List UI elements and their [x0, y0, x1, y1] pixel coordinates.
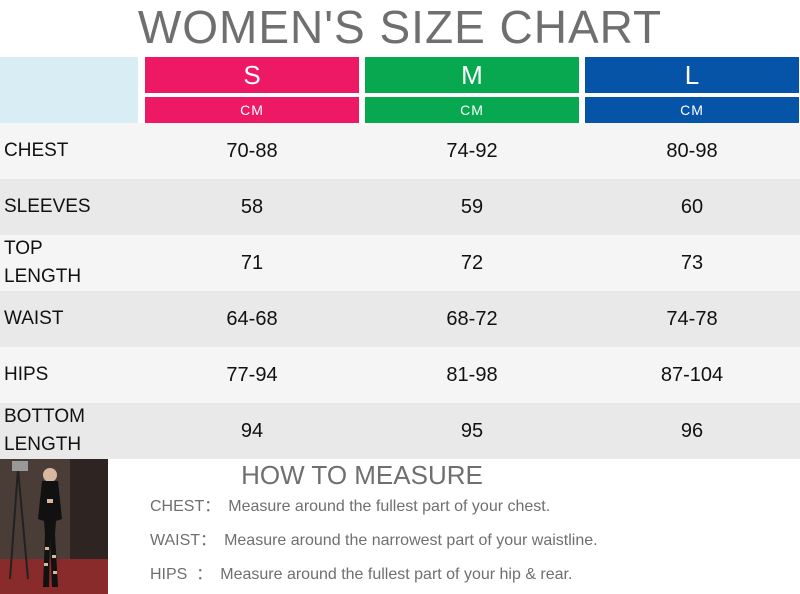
value-cell-l: 87-104	[660, 364, 724, 386]
value-cell-l: 74-78	[666, 308, 718, 330]
value-cell-m: 68-72	[446, 308, 498, 330]
table-row-chest: CHEST 70-88 74-92 80-98	[0, 123, 800, 179]
measure-text: Measure around the fullest part of your …	[228, 498, 551, 515]
size-header-m: M	[365, 57, 579, 93]
value-cell-l: 96	[680, 420, 704, 442]
model-figure-icon	[0, 459, 108, 594]
unit-header-s: CM	[145, 97, 359, 123]
table-row-sleeves: SLEEVES 58 59 60	[0, 179, 800, 235]
value-cell-l: 80-98	[666, 140, 718, 162]
model-photo	[0, 459, 108, 594]
value-cell-m: 72	[460, 252, 484, 274]
measure-text: Measure around the fullest part of your …	[220, 566, 573, 583]
size-header-l: L	[585, 57, 799, 93]
page-title: WOMEN'S SIZE CHART	[137, 1, 663, 53]
value-cell-m: 95	[460, 420, 484, 442]
measure-instruction-hips: HIPS ： Measure around the fullest part of…	[150, 563, 572, 587]
measure-text: Measure around the narrowest part of you…	[224, 532, 598, 549]
value-cell-s: 94	[240, 420, 264, 442]
row-label: WAIST	[4, 308, 64, 329]
row-label: BOTTOM LENGTH	[4, 406, 85, 455]
value-cell-s: 70-88	[226, 140, 278, 162]
table-row-hips: HIPS 77-94 81-98 87-104	[0, 347, 800, 403]
table-row-bottom-length: BOTTOM LENGTH 94 95 96	[0, 403, 800, 459]
value-cell-s: 71	[240, 252, 264, 274]
how-to-measure-title: HOW TO MEASURE	[241, 460, 483, 490]
value-cell-m: 81-98	[446, 364, 498, 386]
measure-label: WAIST：	[150, 532, 217, 549]
measure-instruction-waist: WAIST： Measure around the narrowest part …	[150, 529, 598, 553]
table-row-top-length: TOP LENGTH 71 72 73	[0, 235, 800, 291]
measure-label: CHEST：	[150, 498, 221, 515]
measure-instruction-chest: CHEST： Measure around the fullest part of…	[150, 495, 550, 519]
row-label: TOP LENGTH	[4, 238, 82, 287]
row-label: SLEEVES	[4, 196, 91, 217]
value-cell-l: 73	[680, 252, 704, 274]
value-cell-s: 64-68	[226, 308, 278, 330]
value-cell-s: 77-94	[226, 364, 278, 386]
value-cell-s: 58	[240, 196, 264, 218]
row-label: HIPS	[4, 364, 49, 385]
header-corner	[0, 57, 138, 123]
row-label: CHEST	[4, 140, 69, 161]
value-cell-m: 74-92	[446, 140, 498, 162]
size-header-s: S	[145, 57, 359, 93]
table-row-waist: WAIST 64-68 68-72 74-78	[0, 291, 800, 347]
measure-label: HIPS ：	[150, 566, 213, 583]
value-cell-m: 59	[460, 196, 484, 218]
unit-header-m: CM	[365, 97, 579, 123]
value-cell-l: 60	[680, 196, 704, 218]
unit-header-l: CM	[585, 97, 799, 123]
